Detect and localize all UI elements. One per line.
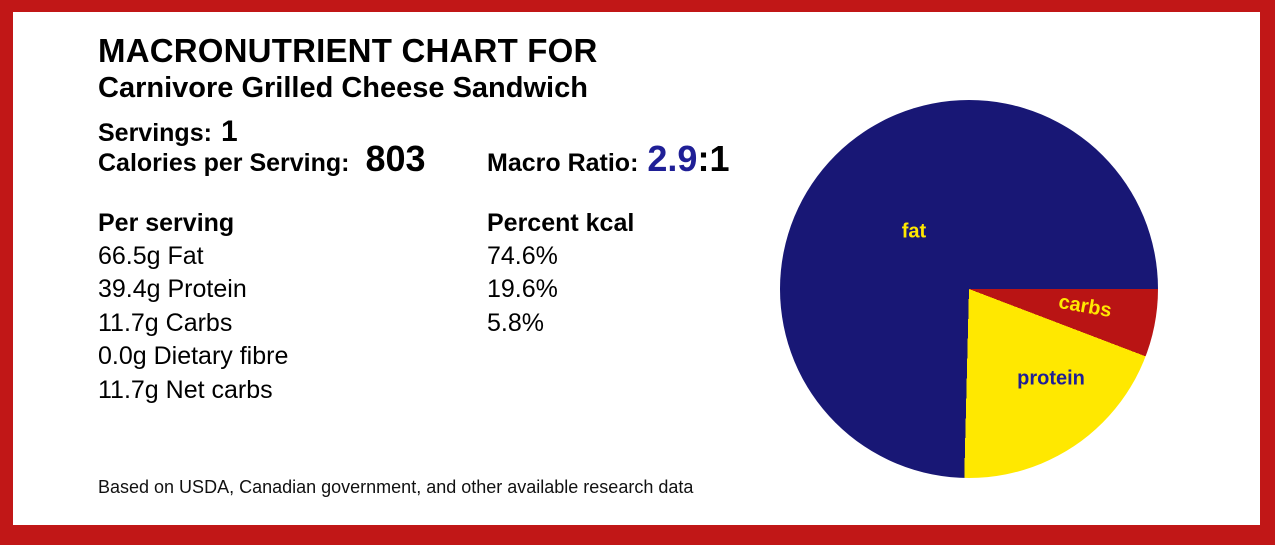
calories-per-serving-label: Calories per Serving:	[98, 149, 350, 177]
per-serving-row-net-carbs: 11.7g Net carbs	[98, 375, 273, 404]
source-note: Based on USDA, Canadian government, and …	[98, 477, 694, 497]
calories-line: Calories per Serving: 803	[98, 138, 426, 180]
pie-chart: fat carbs protein	[780, 100, 1158, 478]
macro-ratio-value: 2.9	[647, 138, 698, 179]
servings-value: 1	[220, 115, 238, 148]
per-serving-row-fat: 66.5g Fat	[98, 242, 204, 270]
percent-kcal-header: Percent kcal	[487, 209, 635, 237]
pie-slice-label-fat: fat	[901, 220, 927, 243]
servings-label: Servings:	[98, 119, 212, 147]
servings-line: Servings: 1	[98, 115, 238, 149]
pie-slice-label-carbs: carbs	[1056, 291, 1114, 322]
per-serving-row-fibre: 0.0g Dietary fibre	[98, 342, 289, 371]
percent-row-fat: 74.6%	[487, 242, 558, 270]
macro-ratio-suffix: :1	[697, 138, 730, 179]
page-title: MACRONUTRIENT CHART FOR	[98, 32, 598, 69]
macro-ratio-line: Macro Ratio: 2.9 :1	[487, 138, 729, 180]
pie-slice-label-protein: protein	[1017, 367, 1085, 390]
macro-ratio-label: Macro Ratio:	[487, 149, 639, 177]
per-serving-header: Per serving	[98, 209, 235, 237]
per-serving-column: 66.5g Fat 39.4g Protein 11.7g Carbs 0.0g…	[98, 240, 288, 407]
page-subtitle: Carnivore Grilled Cheese Sandwich	[98, 72, 588, 104]
percent-kcal-column: 74.6% 19.6% 5.8%	[487, 240, 558, 340]
per-serving-row-protein: 39.4g Protein	[98, 275, 247, 304]
percent-row-carbs: 5.8%	[487, 308, 544, 337]
per-serving-row-carbs: 11.7g Carbs	[98, 308, 233, 337]
calories-per-serving-value: 803	[365, 138, 426, 179]
percent-row-protein: 19.6%	[487, 275, 558, 304]
